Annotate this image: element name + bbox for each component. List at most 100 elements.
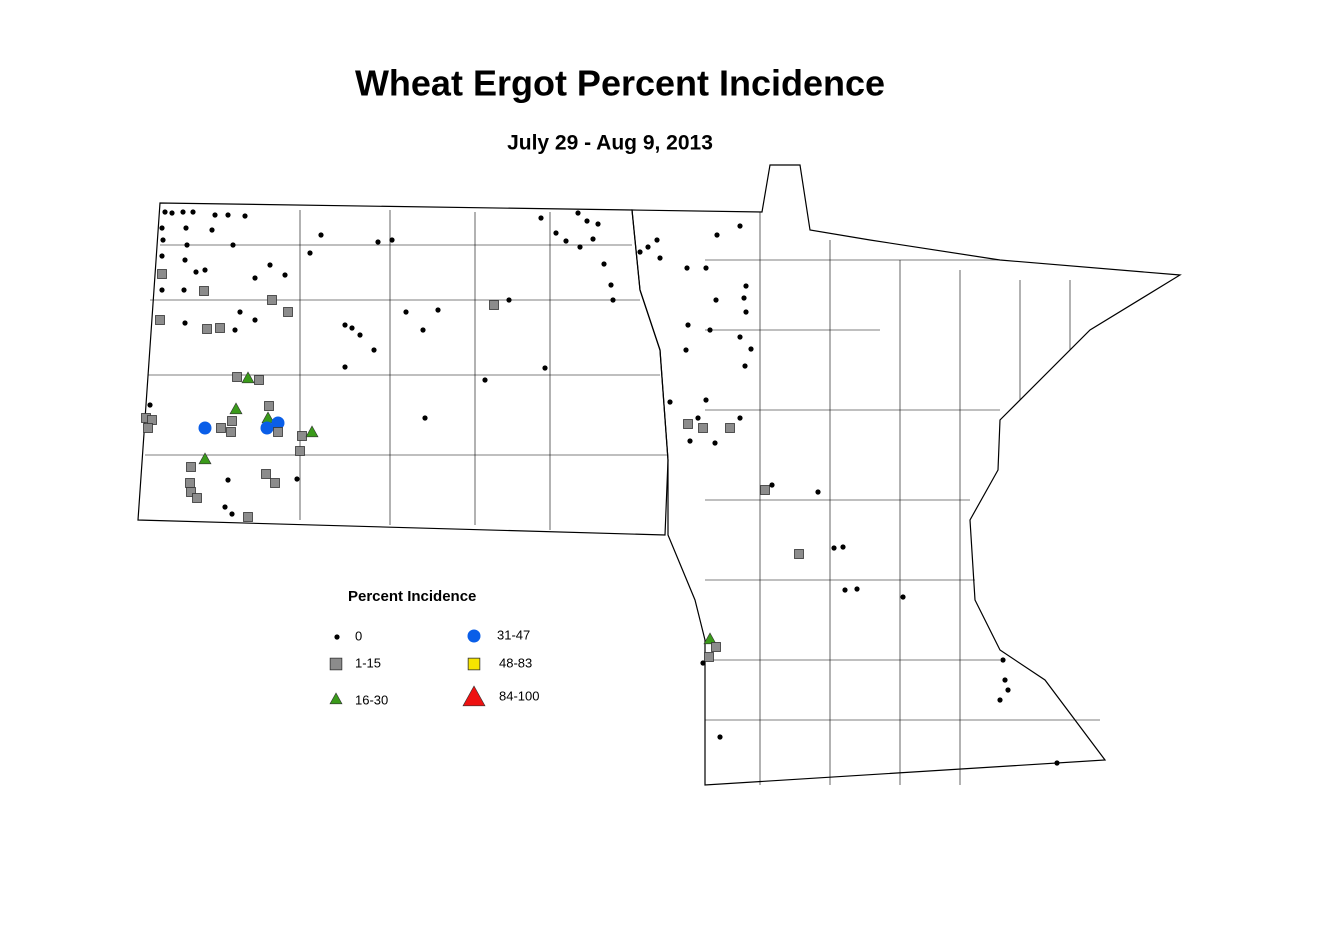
square-marker [264, 401, 274, 411]
triangle-marker [305, 425, 319, 438]
dot-marker [714, 232, 720, 238]
dot-marker [743, 283, 749, 289]
dot-marker [159, 287, 165, 293]
legend-label: 16-30 [355, 692, 388, 707]
triangle-marker [241, 371, 255, 384]
dot-marker [769, 482, 775, 488]
dot-marker [1000, 657, 1006, 663]
dot-marker [225, 477, 231, 483]
dot-marker [831, 545, 837, 551]
dot-marker [608, 282, 614, 288]
legend-label: 84-100 [499, 688, 539, 703]
square-marker [725, 423, 735, 433]
dot-marker [645, 244, 651, 250]
county-lines [145, 210, 1100, 785]
dot-marker [371, 347, 377, 353]
dot-marker [683, 347, 689, 353]
dot-marker [542, 365, 548, 371]
dot-marker [563, 238, 569, 244]
dot-marker [389, 237, 395, 243]
dot-marker [590, 236, 596, 242]
square-marker [273, 427, 283, 437]
square-marker [270, 478, 280, 488]
square-marker [227, 416, 237, 426]
map-subtitle: July 29 - Aug 9, 2013 [507, 132, 713, 155]
dot-marker [737, 415, 743, 421]
triangle-marker [703, 632, 717, 645]
dot-marker [743, 309, 749, 315]
dot-marker [742, 363, 748, 369]
square-marker [297, 431, 307, 441]
dot-marker [183, 225, 189, 231]
square-marker [467, 657, 481, 671]
dot-marker [703, 265, 709, 271]
dot-marker [159, 253, 165, 259]
square-marker [489, 300, 499, 310]
dot-marker [267, 262, 273, 268]
dot-marker [654, 237, 660, 243]
legend-title: Percent Incidence [348, 588, 476, 605]
dot-marker [737, 334, 743, 340]
legend-label: 31-47 [497, 627, 530, 642]
dot-marker [147, 402, 153, 408]
dot-marker [685, 322, 691, 328]
dot-marker [357, 332, 363, 338]
square-marker [232, 372, 242, 382]
dot-marker [422, 415, 428, 421]
dot-marker [610, 297, 616, 303]
dot-marker [225, 212, 231, 218]
dot-marker [657, 255, 663, 261]
dot-marker [237, 309, 243, 315]
dot-marker [307, 250, 313, 256]
dot-marker [741, 295, 747, 301]
dot-marker [229, 511, 235, 517]
square-marker [704, 652, 714, 662]
dot-marker [190, 209, 196, 215]
dot-marker [349, 325, 355, 331]
square-marker [199, 286, 209, 296]
dot-marker [900, 594, 906, 600]
square-marker [215, 323, 225, 333]
dot-marker [737, 223, 743, 229]
dot-marker [252, 275, 258, 281]
dot-marker [695, 415, 701, 421]
circle-marker [467, 629, 481, 643]
dot-marker [815, 489, 821, 495]
dot-marker [242, 213, 248, 219]
dot-marker [700, 660, 706, 666]
dot-marker [601, 261, 607, 267]
dot-marker [667, 399, 673, 405]
map-title: Wheat Ergot Percent Incidence [355, 63, 885, 104]
dot-marker [403, 309, 409, 315]
dot-marker [294, 476, 300, 482]
dot-marker [553, 230, 559, 236]
square-marker [329, 657, 343, 671]
dot-marker [181, 287, 187, 293]
square-marker [186, 462, 196, 472]
square-marker [143, 423, 153, 433]
dot-marker [182, 320, 188, 326]
dot-marker [506, 297, 512, 303]
dot-marker [707, 327, 713, 333]
dot-marker [1054, 760, 1060, 766]
dot-marker [318, 232, 324, 238]
dot-marker [169, 210, 175, 216]
dot-marker [482, 377, 488, 383]
dot-marker [842, 587, 848, 593]
state-outlines [137, 164, 1182, 786]
dot-marker [159, 225, 165, 231]
dot-marker [252, 317, 258, 323]
survey-points [141, 209, 1060, 766]
dot-marker [584, 218, 590, 224]
dot-marker [184, 242, 190, 248]
dot-marker [840, 544, 846, 550]
dot-marker [230, 242, 236, 248]
square-marker [243, 512, 253, 522]
dot-marker [575, 210, 581, 216]
square-marker [155, 315, 165, 325]
dot-marker [334, 634, 340, 640]
square-marker [186, 487, 196, 497]
dot-marker [182, 257, 188, 263]
dot-marker [420, 327, 426, 333]
triangle-marker [198, 452, 212, 465]
